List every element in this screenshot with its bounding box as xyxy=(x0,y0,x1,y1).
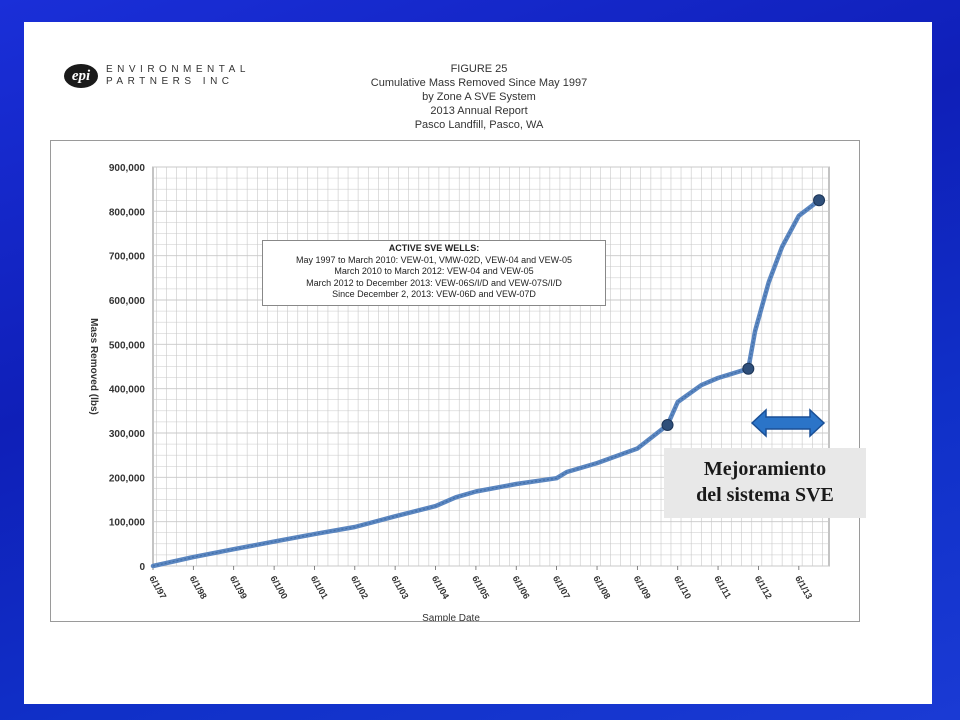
x-tick-label: 6/1/09 xyxy=(632,574,653,601)
x-tick-label: 6/1/97 xyxy=(147,574,168,601)
company-logo: epi ENVIRONMENTAL PARTNERS INC xyxy=(64,62,304,102)
y-tick-label: 800,000 xyxy=(109,207,146,218)
figure-report: 2013 Annual Report xyxy=(430,105,528,117)
callout-line2: del sistema SVE xyxy=(696,484,834,506)
figure-subtitle: by Zone A SVE System xyxy=(422,91,536,103)
active-wells-legend: ACTIVE SVE WELLS: May 1997 to March 2010… xyxy=(262,240,606,306)
x-tick-label: 6/1/01 xyxy=(309,574,330,601)
callout-line1: Mejoramiento xyxy=(703,458,827,480)
x-axis-title: Sample Date xyxy=(422,613,480,621)
x-tick-label: 6/1/13 xyxy=(793,574,814,601)
x-tick-label: 6/1/04 xyxy=(430,574,451,601)
x-tick-label: 6/1/07 xyxy=(551,574,572,601)
legend-title: ACTIVE SVE WELLS: xyxy=(388,243,480,253)
x-tick-label: 6/1/05 xyxy=(470,574,491,601)
cumulative-mass-chart: 0 100,000 200,000 300,000 400,000 500,000 600,… xyxy=(88,163,830,621)
double-arrow-icon xyxy=(750,408,826,438)
slide: epi ENVIRONMENTAL PARTNERS INC FIGURE 25… xyxy=(24,22,932,704)
x-tick-label: 6/1/03 xyxy=(389,574,410,601)
x-tick-label: 6/1/12 xyxy=(753,574,774,601)
series-line-detail xyxy=(152,199,820,567)
figure-header: FIGURE 25 Cumulative Mass Removed Since … xyxy=(314,62,644,132)
chart-frame: 0 100,000 200,000 300,000 400,000 500,000 600,… xyxy=(50,140,860,622)
x-tick-label: 6/1/99 xyxy=(228,574,249,601)
figure-title: Cumulative Mass Removed Since May 1997 xyxy=(370,77,588,89)
y-tick-label: 500,000 xyxy=(109,340,146,351)
x-tick-label: 6/1/08 xyxy=(591,574,612,601)
legend-line: March 2010 to March 2012: VEW-04 and VEW… xyxy=(334,266,534,276)
y-axis-title: Mass Removed (lbs) xyxy=(88,318,99,415)
y-tick-label: 300,000 xyxy=(109,429,146,440)
legend-line: March 2012 to December 2013: VEW-06S/I/D… xyxy=(306,277,562,288)
logo-text-line2: PARTNERS INC xyxy=(106,76,234,87)
data-point-marker xyxy=(742,362,755,375)
legend-line: May 1997 to March 2010: VEW-01, VMW-02D,… xyxy=(296,254,572,265)
x-tick-label: 6/1/02 xyxy=(349,574,370,601)
x-tick-label: 6/1/10 xyxy=(672,574,693,601)
y-tick-label: 700,000 xyxy=(109,252,146,263)
y-tick-label: 600,000 xyxy=(109,296,146,307)
x-tick-label: 6/1/00 xyxy=(268,574,289,601)
y-tick-label: 0 xyxy=(139,562,145,573)
figure-number: FIGURE 25 xyxy=(450,63,508,75)
x-tick-label: 6/1/11 xyxy=(712,574,733,600)
y-tick-label: 900,000 xyxy=(109,163,146,174)
y-tick-label: 200,000 xyxy=(109,473,146,484)
data-point-marker xyxy=(813,194,826,207)
y-tick-label: 400,000 xyxy=(109,385,146,396)
improvement-callout: Mejoramiento del sistema SVE xyxy=(664,448,866,518)
logo-text-line1: ENVIRONMENTAL xyxy=(106,64,250,75)
data-point-marker xyxy=(661,419,674,432)
y-tick-label: 100,000 xyxy=(109,518,146,529)
legend-line: Since December 2, 2013: VEW-06D and VEW-… xyxy=(332,289,536,299)
x-tick-label: 6/1/06 xyxy=(511,574,532,601)
epi-logo-icon: epi xyxy=(64,64,98,88)
figure-site: Pasco Landfill, Pasco, WA xyxy=(414,119,544,131)
x-tick-label: 6/1/98 xyxy=(188,574,209,601)
